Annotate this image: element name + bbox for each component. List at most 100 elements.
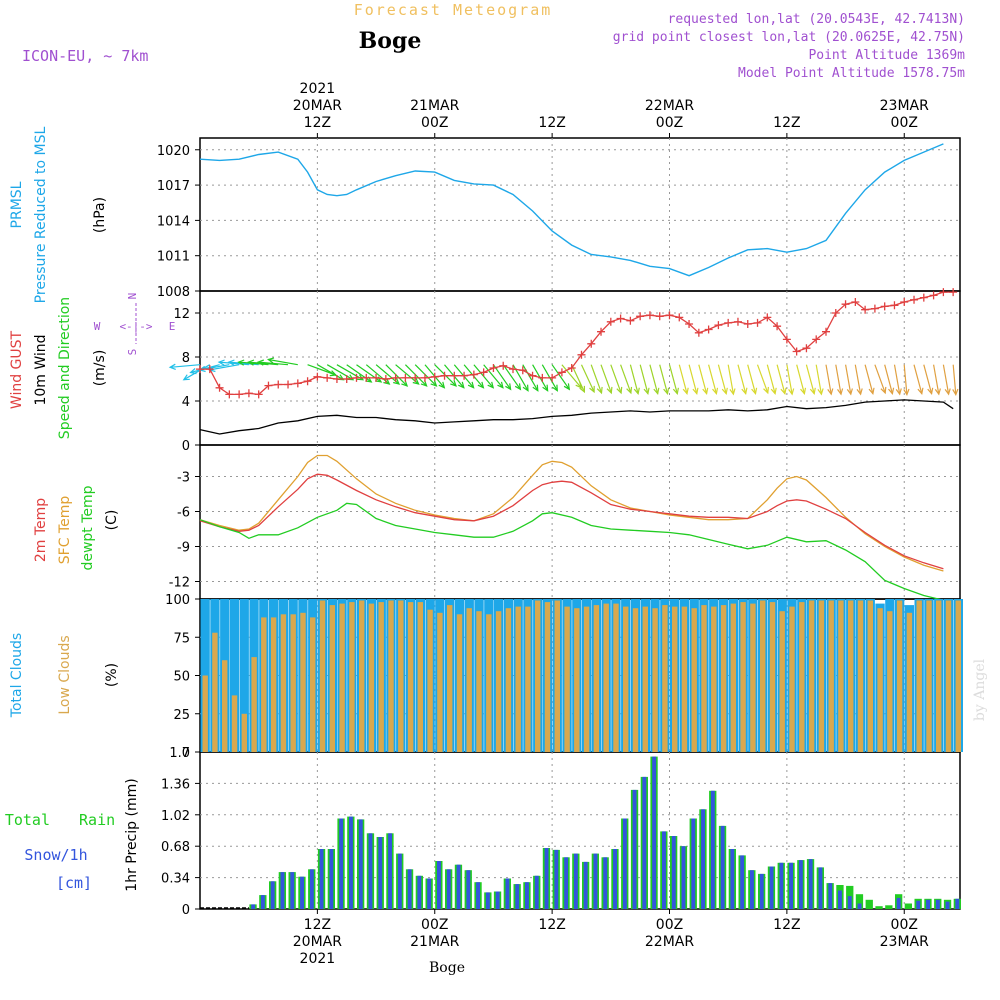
bar-low-clouds — [564, 606, 570, 752]
bar-low-clouds — [603, 603, 609, 752]
ytick-label-temp: -9 — [177, 541, 190, 556]
gust-point — [254, 390, 263, 399]
wind-arrow-shaft — [698, 364, 708, 394]
bar-low-clouds — [456, 614, 463, 752]
xtick-label-bottom: 21MAR — [410, 934, 459, 950]
wind-arrow-head — [729, 388, 736, 396]
wind-arrow-head — [497, 381, 504, 389]
bar-low-clouds — [828, 600, 834, 752]
wind-label-10m: 10m Wind — [33, 334, 49, 405]
xtick-label-bottom: 12Z — [773, 917, 800, 933]
bar-low-clouds — [896, 600, 903, 752]
compass-west: W — [94, 320, 101, 333]
bar-snow — [838, 890, 842, 909]
bar-low-clouds — [789, 606, 795, 752]
bar-snow — [300, 876, 304, 909]
gust-point — [342, 375, 351, 383]
bar-low-clouds — [359, 600, 365, 752]
wind-arrow-head — [393, 378, 401, 385]
wind-arrow-shaft — [796, 364, 805, 394]
ytick-label-temp: -12 — [169, 576, 190, 591]
wind-arrow-head — [589, 385, 595, 394]
bar-snow — [525, 882, 529, 909]
xtick-label-bottom: 00Z — [656, 917, 683, 933]
wind-arrow-head — [532, 384, 539, 392]
bar-snow — [251, 904, 256, 909]
bar-snow — [691, 818, 696, 909]
gust-point — [949, 288, 958, 297]
gust-point — [831, 309, 840, 317]
gust-point — [587, 339, 596, 348]
ytick-label-clouds: 0 — [182, 746, 190, 761]
wind-arrow-shaft — [864, 364, 874, 394]
bar-low-clouds — [720, 605, 727, 752]
wind-arrow-shaft — [756, 364, 769, 394]
bar-snow — [358, 819, 363, 909]
bar-snow — [730, 849, 735, 909]
wind-arrow-shaft — [825, 364, 832, 395]
bar-snow — [260, 895, 265, 909]
gust-point — [763, 313, 772, 322]
wind-arrow-shaft — [571, 364, 585, 393]
gust-point — [567, 364, 576, 372]
bar-snow — [456, 864, 461, 909]
bar-low-clouds — [691, 608, 697, 752]
gust-point — [303, 377, 312, 386]
ytick-label-precip: 1.36 — [161, 777, 190, 792]
gust-point — [812, 335, 821, 344]
bar-low-clouds — [398, 600, 404, 752]
wind-arrow-head — [596, 386, 603, 395]
wind-arrow-head — [626, 386, 633, 395]
bar-snow — [378, 837, 383, 909]
bar-low-clouds — [857, 600, 864, 752]
wind-arrow-shaft — [258, 361, 289, 366]
gust-point — [890, 301, 899, 310]
bar-low-clouds — [701, 605, 707, 752]
bar-total-clouds — [239, 599, 249, 752]
bar-snow — [407, 869, 412, 909]
gust-point — [293, 379, 302, 388]
series-line-sfc-temp — [199, 454, 944, 572]
bar-low-clouds — [388, 600, 394, 752]
bar-snow — [769, 866, 774, 909]
wind-arrow-head — [522, 384, 529, 392]
wind-arrow-head — [800, 387, 807, 396]
wind-arrow-shaft — [913, 364, 923, 394]
bar-low-clouds — [593, 605, 600, 752]
gust-point — [215, 383, 224, 392]
xtick-label-bottom: 00Z — [421, 917, 448, 933]
wind-arrow-shaft — [639, 364, 649, 394]
ytick-label-precip: 0 — [182, 903, 190, 918]
wind-arrow-shaft — [561, 364, 582, 389]
bar-snow — [818, 867, 823, 909]
bar-total-rain — [904, 903, 912, 909]
wind-arrow-shaft — [183, 364, 211, 381]
gust-point — [626, 316, 635, 325]
ytick-label-pressure: 1014 — [157, 214, 190, 229]
gust-point — [782, 335, 791, 344]
wind-arrow-head — [458, 381, 465, 389]
bar-low-clouds — [222, 660, 228, 752]
gust-point — [880, 302, 889, 311]
wind-arrow-head — [227, 359, 235, 366]
wind-arrow-head — [952, 388, 959, 396]
wind-label-dir: Speed and Direction — [57, 297, 73, 439]
wind-arrow-head — [633, 387, 640, 396]
gust-point — [411, 373, 420, 382]
wind-arrow-head — [788, 388, 795, 396]
bar-low-clouds — [711, 606, 717, 752]
precip-label-rain: Total Rain — [5, 811, 115, 829]
bar-low-clouds — [554, 600, 560, 752]
bar-low-clouds — [730, 603, 736, 752]
bar-low-clouds — [329, 605, 335, 752]
ytick-label-wind: 12 — [173, 307, 190, 322]
wind-arrow-shaft — [942, 364, 950, 395]
bar-low-clouds — [495, 611, 502, 752]
gust-point — [870, 304, 879, 313]
compass-arrow: <-|-> — [119, 320, 152, 333]
bar-snow — [740, 855, 745, 909]
gust-point — [479, 368, 488, 377]
gust-point — [420, 373, 429, 382]
wind-arrow-head — [477, 381, 485, 389]
wind-arrow-head — [247, 359, 255, 366]
